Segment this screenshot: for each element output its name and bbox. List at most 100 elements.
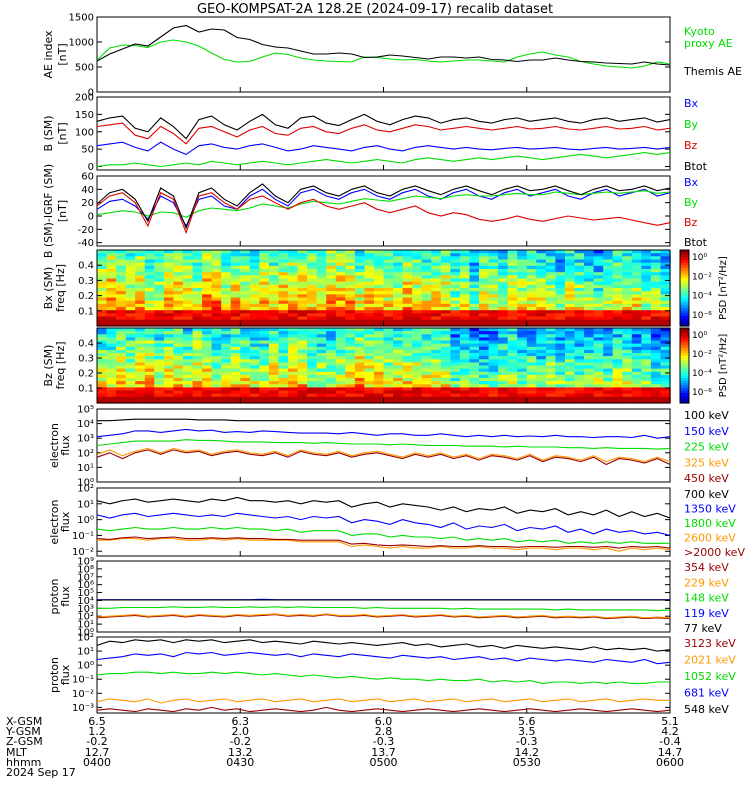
spectrogram-cell (145, 394, 155, 398)
spectrogram-cell (536, 344, 546, 348)
spectrogram-cell (145, 344, 155, 348)
spectrogram-cell (441, 356, 451, 360)
y-tick-label: 10⁰ (77, 515, 94, 526)
y-tick-label: 10⁵ (77, 405, 94, 416)
spectrogram-cell (126, 381, 136, 385)
spectrogram-cell (575, 356, 585, 360)
spectrogram-cell (584, 344, 594, 348)
spectrogram-cell (298, 394, 308, 398)
spectrogram-cell (613, 344, 623, 348)
spectrogram-cell (651, 369, 661, 373)
x-axis-tick-value: 0500 (370, 756, 398, 769)
spectrogram-cell (116, 381, 126, 385)
legend-entry: 1350 keV (684, 503, 736, 516)
spectrogram-cell (594, 356, 604, 360)
legend-entry: 100 keV (684, 409, 729, 422)
legend-entry: 450 keV (684, 472, 729, 485)
colorbar-label: PSD [nT²/Hz] (718, 256, 729, 320)
spectrogram-cell (135, 331, 145, 335)
spectrogram-cell (594, 369, 604, 373)
spectrogram-cell (240, 381, 250, 385)
spectrogram-cell (441, 394, 451, 398)
spectrogram-cell (336, 344, 346, 348)
spectrogram-cell (193, 356, 203, 360)
series-line-148-kev (97, 607, 670, 611)
spectrogram-cell (355, 331, 365, 335)
spectrogram-cell (661, 369, 671, 373)
spectrogram-cell (374, 344, 384, 348)
spectrogram-cell (279, 331, 289, 335)
series-line-548-kev (97, 640, 670, 651)
legend-entry: 77 keV (684, 622, 722, 635)
spectrogram-cell (613, 369, 623, 373)
y-axis-label: B (SM)-IGRF (SM) (42, 164, 55, 258)
spectrogram-cell (202, 394, 212, 398)
spectrogram-cell (575, 381, 585, 385)
y-tick-label: 10⁻³ (72, 703, 94, 714)
x-axis-tick-value: 0400 (83, 756, 111, 769)
spectrogram-cell (212, 394, 222, 398)
spectrogram-cell (107, 331, 117, 335)
spectrogram-cell (345, 369, 355, 373)
spectrogram-cell (298, 381, 308, 385)
spectrogram-cell (336, 356, 346, 360)
spectrogram-cell (460, 356, 470, 360)
spectrogram-cell (164, 381, 174, 385)
series-line-100-kev (97, 419, 670, 421)
y-axis-label: flux (59, 511, 72, 532)
spectrogram-cell (269, 369, 279, 373)
spectrogram-cell (126, 369, 136, 373)
spectrogram-cell (613, 356, 623, 360)
series-line-229-kev (97, 614, 670, 618)
y-tick-label: -40 (78, 238, 94, 249)
spectrogram-cell (422, 394, 432, 398)
series-line-btot (97, 184, 670, 228)
spectrogram-cell (364, 394, 374, 398)
spectrogram-cell (345, 344, 355, 348)
spectrogram-cell (479, 394, 489, 398)
spectrogram-cell (622, 394, 632, 398)
plot-title: GEO-KOMPSAT-2A 128.2E (2024-09-17) recal… (197, 2, 553, 17)
spectrogram-cell (651, 331, 661, 335)
spectrogram-cell (651, 356, 661, 360)
spectrogram-cell (164, 394, 174, 398)
spectrogram-cell (575, 394, 585, 398)
spectrogram-cell (317, 331, 327, 335)
spectrogram-cell (508, 356, 518, 360)
series-line-225-kev (97, 440, 670, 449)
spectrogram-cell (145, 331, 155, 335)
spectrogram-cells (97, 250, 671, 327)
legend-entry: 2600 keV (684, 532, 736, 545)
spectrogram-cell (450, 331, 460, 335)
spectrogram-cell (231, 344, 241, 348)
spectrogram-cell (193, 344, 203, 348)
spectrogram-cell (279, 356, 289, 360)
spectrogram-cell (364, 356, 374, 360)
legend-entry: 325 keV (684, 456, 729, 469)
spectrogram-cell (231, 369, 241, 373)
spectrogram-cell (450, 356, 460, 360)
legend-entry: Bx (684, 97, 699, 110)
spectrogram-cell (307, 331, 317, 335)
spectrogram-cell (546, 331, 556, 335)
spectrogram-cell (603, 344, 613, 348)
spectrogram-cell (603, 381, 613, 385)
x-axis-tick-value: 0430 (226, 756, 254, 769)
panel-frame (97, 561, 670, 632)
spectrogram-cell (584, 369, 594, 373)
spectrogram-cell (221, 344, 231, 348)
spectrogram-cell (403, 394, 413, 398)
spectrogram-cell (565, 381, 575, 385)
spectrogram-cell (250, 331, 260, 335)
x-axis-tick-value: 0530 (513, 756, 541, 769)
spectrogram-cell (431, 381, 441, 385)
spectrogram-cell (345, 381, 355, 385)
colorbar-tick-label: 10⁰ (692, 253, 707, 263)
spectrogram-cell (374, 331, 384, 335)
spectrogram-cell (231, 381, 241, 385)
spectrogram-cell (460, 381, 470, 385)
spectrogram-cell (145, 356, 155, 360)
